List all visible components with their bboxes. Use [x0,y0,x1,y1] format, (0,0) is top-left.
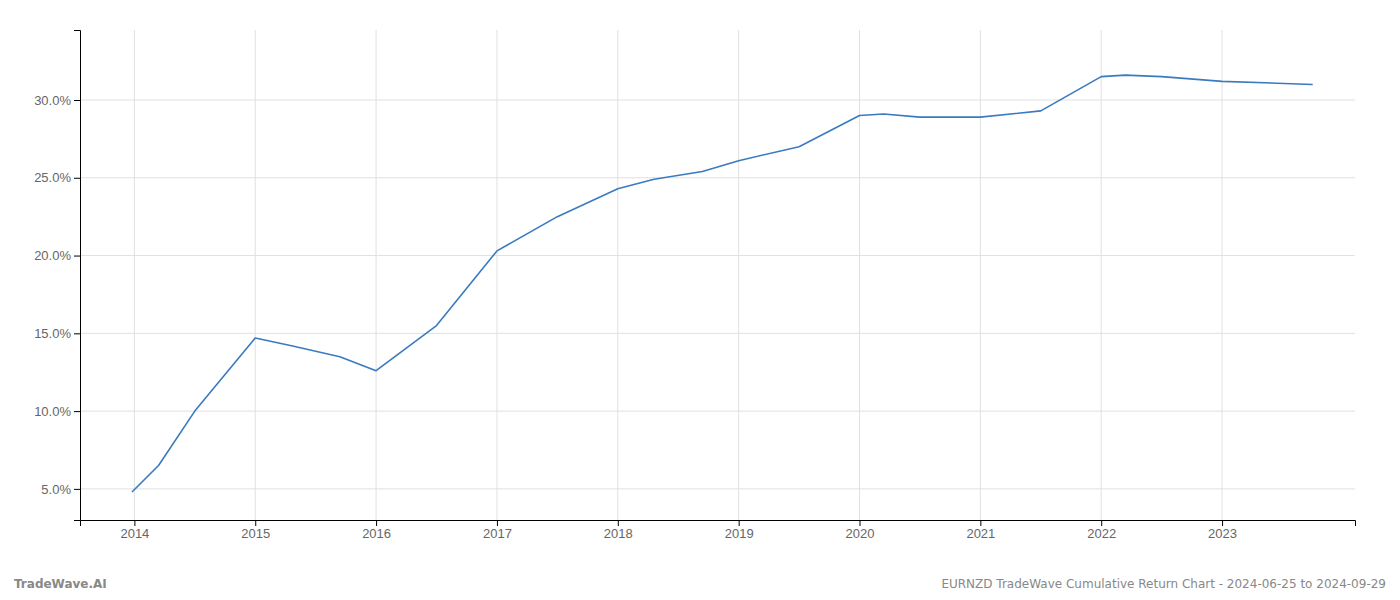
y-tick: 30.0% [34,93,80,108]
y-tick: 15.0% [34,326,80,341]
y-tick: 25.0% [34,170,80,185]
y-tick-label: 10.0% [34,404,71,419]
x-tick: 2015 [241,520,270,541]
grid-line-y [80,411,1355,412]
x-tick: 2022 [1087,520,1116,541]
grid-line-x [617,30,618,520]
x-tick-label: 2023 [1208,526,1237,541]
x-tick: 2016 [362,520,391,541]
y-tick-mark [74,256,80,257]
grid-line-x [980,30,981,520]
y-axis: 5.0% 10.0% 15.0% 20.0% 25.0% 30.0% [34,31,80,521]
x-tick-mark [980,520,981,526]
grid-line-x [255,30,256,520]
x-tick: 2014 [120,520,149,541]
footer-left: TradeWave.AI [14,577,107,591]
y-tick-label: 15.0% [34,326,71,341]
x-tick: 2023 [1208,520,1237,541]
x-axis: 2014 2015 2016 2017 2018 2019 2020 2021 2022 2023 [81,520,1356,541]
plot-area: 2014 2015 2016 2017 2018 2019 2020 2021 2022 2023… [34,30,1355,541]
x-tick-mark [739,520,740,526]
x-tick-label: 2021 [966,526,995,541]
grid-line-y [80,255,1355,256]
y-tick: 5.0% [41,482,80,497]
x-axis-line [81,521,1356,527]
y-tick-mark [74,178,80,179]
y-tick: 20.0% [34,248,80,263]
grid-line-x [1222,30,1223,520]
y-tick-mark [74,333,80,334]
y-tick-mark [74,489,80,490]
marks [132,75,1313,492]
x-tick: 2019 [725,520,754,541]
x-tick-label: 2018 [604,526,633,541]
grid-line-x [1101,30,1102,520]
x-tick: 2021 [966,520,995,541]
y-tick-label: 5.0% [41,482,71,497]
grid-line-x [496,30,497,520]
x-tick: 2020 [846,520,875,541]
y-tick-label: 30.0% [34,93,71,108]
x-tick-label: 2016 [362,526,391,541]
grid [80,30,1355,520]
x-tick-label: 2014 [120,526,149,541]
x-tick-label: 2022 [1087,526,1116,541]
x-tick-label: 2017 [483,526,512,541]
x-tick-label: 2015 [241,526,270,541]
footer-right: EURNZD TradeWave Cumulative Return Chart… [941,577,1386,591]
x-tick: 2017 [483,520,512,541]
chart: 2014 2015 2016 2017 2018 2019 2020 2021 2022 2023… [0,0,1400,600]
y-axis-line [74,31,81,521]
y-tick-label: 25.0% [34,170,71,185]
x-tick-mark [618,520,619,526]
grid-line-x [376,30,377,520]
grid-line-x [134,30,135,520]
y-tick-mark [74,100,80,101]
grid-line-y [80,177,1355,178]
x-tick-mark [1101,520,1102,526]
y-tick-label: 20.0% [34,248,71,263]
grid-line-y [80,100,1355,101]
x-tick-mark [255,520,256,526]
x-tick-label: 2020 [846,526,875,541]
y-tick: 10.0% [34,404,80,419]
grid-line-y [80,488,1355,489]
x-tick-mark [860,520,861,526]
x-tick-mark [376,520,377,526]
x-tick-mark [1222,520,1223,526]
line [132,75,1313,492]
y-tick-mark [74,411,80,412]
grid-line-y [80,333,1355,334]
x-tick: 2018 [604,520,633,541]
grid-line-x [738,30,739,520]
x-tick-mark [497,520,498,526]
x-tick-label: 2019 [725,526,754,541]
grid-line-x [859,30,860,520]
x-tick-mark [134,520,135,526]
